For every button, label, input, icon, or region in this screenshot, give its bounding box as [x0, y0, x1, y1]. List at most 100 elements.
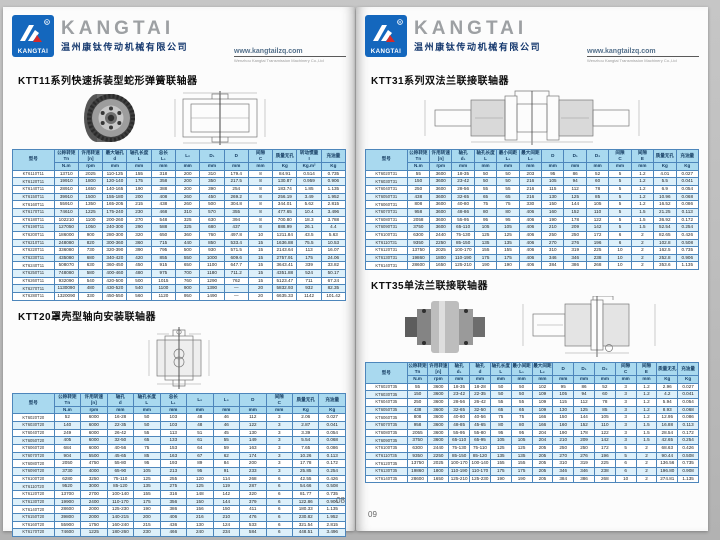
table-cell: 0.027	[318, 413, 346, 422]
table-cell: 75.5	[296, 238, 322, 248]
table-cell: 152	[563, 207, 587, 217]
table-cell: 3600	[427, 398, 450, 407]
table-row: KT6190T11 127050 1050 240-300 290 588 325 680 43…	[12, 223, 347, 232]
table-cell: 466	[159, 528, 188, 537]
table-cell: 8	[247, 200, 274, 209]
table-cell: 19900	[53, 497, 82, 507]
table-row: KT6130T20 19900 2400 110-170 175 356 150 144 379…	[12, 497, 346, 507]
website-url[interactable]: www.kangtailzq.com	[234, 48, 346, 57]
column-unit: mm	[608, 161, 632, 171]
table-cell: 287	[239, 482, 267, 491]
table-cell: 330	[77, 292, 104, 301]
table-cell: 75-110	[106, 474, 135, 484]
table-cell: 48-86	[451, 207, 475, 217]
table-cell: 6	[614, 459, 637, 468]
table-cell: 196	[593, 451, 616, 461]
table-cell: 250	[573, 443, 595, 453]
table-cell: 795	[150, 246, 177, 255]
table-cell: 205	[531, 459, 554, 468]
table-cell: 3	[614, 428, 637, 438]
table-cell: 155	[496, 246, 520, 255]
table-cell: 1290	[199, 276, 225, 286]
column-unit: Kg	[653, 161, 677, 171]
table-row: KT6090T20 3730 4000 65-90 105 213 95 91 233 3 25.8…	[12, 466, 346, 476]
table-cell: 6	[608, 238, 632, 248]
ktt20-technical-drawing-icon	[148, 326, 210, 389]
table-cell: 680	[77, 253, 104, 263]
table-cell: 711	[296, 276, 322, 286]
table-cell: 256.19	[272, 192, 298, 202]
page-header: R KANGTAI KANGTAI 温州康钛传动机械有限公司 www.kangt…	[12, 15, 346, 65]
table-cell: 500	[126, 276, 152, 286]
table-cell: 10.4	[296, 207, 322, 217]
column-unit: Kg.m²	[296, 161, 322, 171]
table-cell: 1180	[199, 269, 225, 278]
table-cell: KT6210T11	[12, 238, 55, 248]
table-cell: 3	[265, 451, 293, 461]
table-cell: 0.508	[677, 451, 699, 461]
table-cell: 900	[175, 284, 201, 294]
website-url[interactable]: www.kangtailzq.com	[587, 48, 699, 57]
table-cell: 0.054	[677, 398, 699, 407]
column-header: 间隙 C	[265, 392, 293, 407]
table-cell: 50	[473, 177, 498, 186]
column-header: 充油量	[320, 149, 347, 163]
table-cell: 1490	[199, 292, 225, 301]
table-cell: —	[223, 284, 249, 294]
table-cell: 1.2	[630, 177, 655, 186]
table-cell: 406	[518, 215, 543, 225]
table-cell: 3600	[427, 428, 450, 438]
table-cell: 213	[159, 466, 188, 476]
table-cell: 8	[247, 177, 274, 186]
table-cell: 500	[199, 200, 225, 209]
table-cell: 9520	[53, 482, 82, 491]
table-cell: KT6130T35	[365, 466, 408, 476]
table-cell: 684	[53, 443, 82, 453]
table-cell: 193	[159, 459, 188, 468]
table-cell: 1500	[77, 192, 104, 202]
table-cell: KT6090T20	[12, 466, 55, 476]
company-name: 温州康钛传动机械有限公司	[61, 42, 189, 52]
table-cell: 394	[223, 215, 249, 225]
table-cell: KT6060T31	[365, 200, 408, 209]
table-cell: 3.49	[296, 192, 322, 202]
table-cell: KT6230T11	[12, 253, 55, 263]
svg-text:R: R	[399, 20, 402, 25]
table-cell: 254	[223, 184, 249, 194]
table-cell: 1800	[427, 466, 450, 476]
table-cell: 2	[630, 246, 655, 255]
column-header: 充油量	[677, 362, 699, 377]
table-cell: KT6080T35	[365, 428, 408, 438]
table-cell: 125-230	[469, 474, 491, 484]
table-cell: 0.735	[675, 246, 699, 255]
table-cell: 125	[563, 192, 587, 202]
column-header: 许用转速 [n]	[427, 362, 450, 377]
table-cell: 19910	[53, 177, 79, 186]
table-cell: 310	[199, 169, 225, 179]
table-cell: KT6050T31	[365, 192, 408, 202]
table-cell: 1390	[199, 284, 225, 294]
table-cell: 233	[239, 466, 267, 476]
table-cell: 109	[531, 390, 554, 400]
table-cell: 0.113	[677, 421, 699, 430]
table-cell: 346	[573, 466, 595, 476]
table-cell: 90.44	[656, 451, 679, 461]
column-header: D₁	[563, 149, 587, 163]
table-cell: 95	[552, 382, 575, 392]
table-cell: 50	[133, 413, 161, 422]
table-cell: 1.2	[635, 382, 658, 392]
table-cell: 230.82	[291, 512, 320, 522]
table-cell: 280-300	[102, 230, 128, 240]
table-cell: 2.815	[318, 520, 346, 530]
table-cell: 142	[212, 489, 241, 499]
table-cell: 5.62	[296, 200, 322, 209]
column-unit: mm	[239, 405, 267, 415]
table-cell: 55	[133, 428, 161, 438]
table-cell: 325	[175, 215, 201, 225]
table-cell: 225	[593, 459, 616, 468]
table-cell: 1750	[80, 520, 108, 530]
table-cell: KT6110T11	[12, 169, 55, 179]
table-row: KT6060T31 808 3600 40-80 75 75 330 150 144 105 5 1.…	[365, 200, 699, 209]
table-cell: 440	[175, 238, 201, 248]
table-cell: 163	[159, 451, 188, 461]
